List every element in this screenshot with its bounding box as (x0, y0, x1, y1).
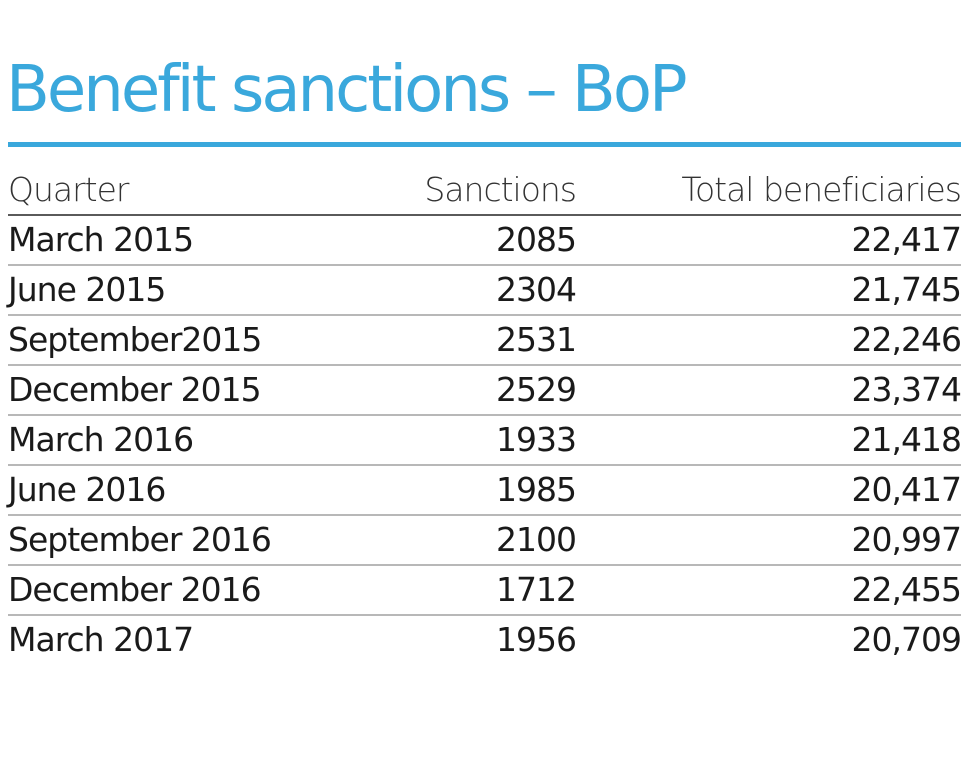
quarter-cell: September 2016 (8, 515, 398, 566)
quarter-cell: December 2016 (8, 565, 398, 616)
total-beneficiaries-cell: 22,417 (576, 215, 962, 266)
table-row: June 2016 1985 20,417 (8, 465, 962, 516)
quarter-cell: December 2015 (8, 365, 398, 416)
sanctions-cell: 1985 (398, 465, 577, 516)
quarter-cell: September2015 (8, 315, 398, 366)
column-header-sanctions: Sanctions (398, 166, 577, 216)
table-row: September 2016 2100 20,997 (8, 515, 962, 566)
table-row: December 2016 1712 22,455 (8, 565, 962, 616)
total-beneficiaries-cell: 23,374 (576, 365, 962, 416)
total-beneficiaries-cell: 20,417 (576, 465, 962, 516)
quarter-cell: March 2015 (8, 215, 398, 266)
sanctions-table: Quarter Sanctions Total beneficiaries Ma… (8, 166, 962, 664)
header-row: Quarter Sanctions Total beneficiaries (8, 166, 962, 216)
chart-title: Benefit sanctions – BoP (6, 53, 688, 127)
sanctions-cell: 1956 (496, 620, 577, 659)
table-row: June 2015 2304 21,745 (8, 265, 962, 316)
sanctions-cell: 1933 (398, 415, 577, 466)
quarter-cell: March 2016 (8, 415, 398, 466)
sanctions-cell: 2085 (398, 215, 577, 266)
total-beneficiaries-cell: 21,418 (576, 415, 962, 466)
quarter-cell: March 2017 (8, 620, 194, 659)
sanctions-cell: 1712 (398, 565, 577, 616)
sanctions-cell: 2304 (398, 265, 577, 316)
title-rule (8, 142, 961, 147)
sanctions-cell: 2100 (398, 515, 577, 566)
total-beneficiaries-cell: 22,455 (576, 565, 962, 616)
quarter-cell: June 2016 (8, 465, 398, 516)
total-beneficiaries-cell: 21,745 (576, 265, 962, 316)
quarter-cell: June 2015 (8, 265, 398, 316)
table-row: March 2017 1956 20,709 (8, 615, 962, 664)
column-header-quarter: Quarter (8, 166, 398, 216)
table-row: December 2015 2529 23,374 (8, 365, 962, 416)
table-row: March 2015 2085 22,417 (8, 215, 962, 266)
total-beneficiaries-cell: 20,997 (576, 515, 962, 566)
sanctions-cell: 2529 (398, 365, 577, 416)
table-row: September2015 2531 22,246 (8, 315, 962, 366)
column-header-total-beneficiaries: Total beneficiaries (576, 166, 962, 216)
total-beneficiaries-cell: 22,246 (576, 315, 962, 366)
table-row: March 2016 1933 21,418 (8, 415, 962, 466)
total-beneficiaries-cell: 20,709 (851, 620, 962, 659)
sanctions-cell: 2531 (398, 315, 577, 366)
